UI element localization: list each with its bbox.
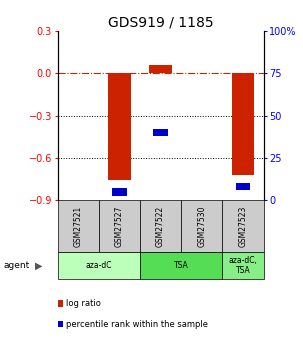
- Text: GSM27530: GSM27530: [197, 205, 206, 247]
- Text: TSA: TSA: [174, 261, 188, 270]
- Bar: [149, 65, 172, 73]
- Text: GSM27522: GSM27522: [156, 205, 165, 247]
- Text: aza-dC,
TSA: aza-dC, TSA: [228, 256, 258, 275]
- Text: log ratio: log ratio: [66, 299, 101, 308]
- Text: ▶: ▶: [35, 261, 42, 270]
- Bar: [236, 183, 250, 190]
- Text: percentile rank within the sample: percentile rank within the sample: [66, 320, 208, 329]
- Text: GSM27521: GSM27521: [74, 205, 83, 247]
- Text: GSM27523: GSM27523: [238, 205, 248, 247]
- Bar: [153, 129, 168, 136]
- Bar: [108, 73, 131, 180]
- Bar: [112, 188, 127, 196]
- Title: GDS919 / 1185: GDS919 / 1185: [108, 16, 213, 30]
- Text: GSM27527: GSM27527: [115, 205, 124, 247]
- Text: agent: agent: [3, 261, 29, 270]
- Bar: [232, 73, 254, 175]
- Text: aza-dC: aza-dC: [85, 261, 112, 270]
